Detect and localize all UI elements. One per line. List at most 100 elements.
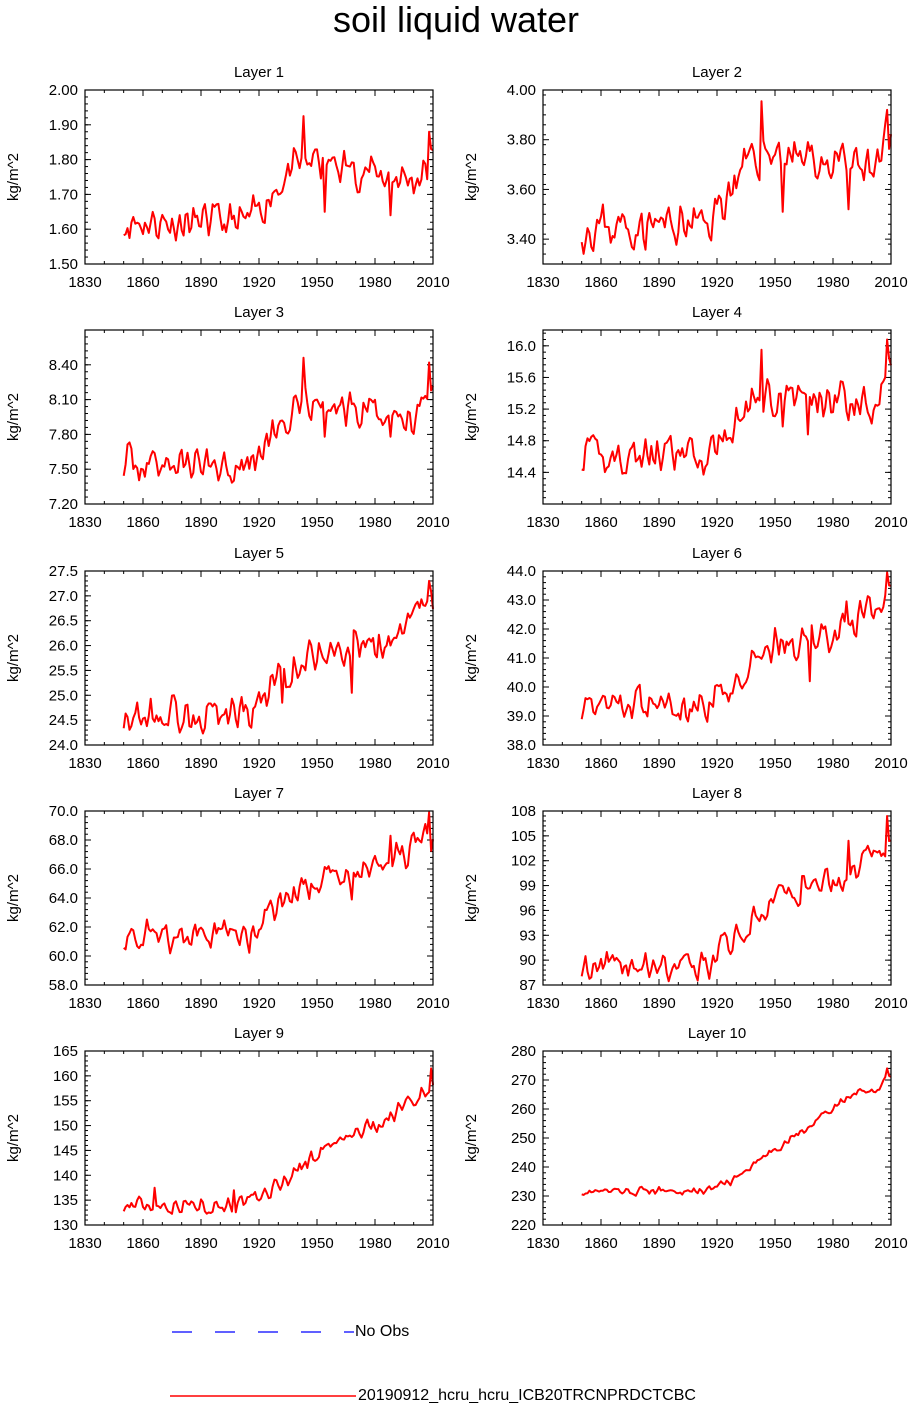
x-tick-label: 1980 bbox=[816, 514, 849, 531]
y-tick-label: 15.2 bbox=[507, 401, 536, 418]
y-tick-label: 93 bbox=[519, 927, 536, 944]
x-tick-label: 1920 bbox=[242, 274, 275, 291]
plot-frame bbox=[84, 1050, 434, 1226]
y-tick-label: 87 bbox=[519, 977, 536, 994]
y-tick-label: 270 bbox=[511, 1072, 536, 1089]
y-axis-label: kg/m^2 bbox=[463, 874, 480, 922]
x-tick-label: 1860 bbox=[584, 514, 617, 531]
panel-title: Layer 8 bbox=[692, 785, 742, 802]
series-line bbox=[122, 356, 434, 484]
y-tick-label: 7.50 bbox=[49, 461, 78, 478]
y-tick-label: 3.80 bbox=[507, 132, 536, 149]
panel-layer-2: Layer 2 kg/m^2 1830 1860 1890 1920 1950 1980 201… bbox=[463, 64, 908, 291]
y-tick-label: 43.0 bbox=[507, 592, 536, 609]
y-axis-label: kg/m^2 bbox=[463, 393, 480, 441]
y-tick-label: 130 bbox=[53, 1217, 78, 1234]
panel-title: Layer 10 bbox=[688, 1025, 746, 1042]
x-tick-label: 1890 bbox=[184, 514, 217, 531]
x-tick-label: 1890 bbox=[642, 514, 675, 531]
x-tick-label: 2010 bbox=[874, 755, 907, 772]
y-tick-label: 39.0 bbox=[507, 708, 536, 725]
legend-model-line bbox=[170, 1395, 356, 1397]
y-tick-label: 96 bbox=[519, 902, 536, 919]
y-axis-label: kg/m^2 bbox=[463, 1114, 480, 1162]
x-tick-label: 1950 bbox=[758, 755, 791, 772]
y-tick-label: 1.50 bbox=[49, 256, 78, 273]
series-line bbox=[123, 115, 434, 242]
x-tick-label: 1830 bbox=[526, 755, 559, 772]
series-line bbox=[122, 1067, 434, 1215]
x-tick-label: 1860 bbox=[584, 1235, 617, 1252]
y-tick-label: 62.0 bbox=[49, 919, 78, 936]
series-line bbox=[580, 100, 892, 255]
x-tick-label: 2010 bbox=[874, 995, 907, 1012]
x-tick-label: 1920 bbox=[242, 755, 275, 772]
y-tick-label: 25.5 bbox=[49, 662, 78, 679]
x-tick-label: 1830 bbox=[526, 514, 559, 531]
panel-title: Layer 1 bbox=[234, 64, 284, 81]
y-tick-label: 140 bbox=[53, 1167, 78, 1184]
plot-frame bbox=[542, 1050, 892, 1226]
x-tick-label: 1920 bbox=[242, 1235, 275, 1252]
panel-layer-4: Layer 4 kg/m^2 1830 1860 1890 1920 1950 1980 201… bbox=[463, 304, 908, 531]
panel-layer-6: Layer 6 kg/m^2 1830 1860 1890 1920 1950 1980 201… bbox=[463, 545, 908, 772]
y-tick-label: 27.0 bbox=[49, 588, 78, 605]
y-tick-label: 260 bbox=[511, 1101, 536, 1118]
x-tick-label: 2010 bbox=[874, 1235, 907, 1252]
plot-frame bbox=[84, 89, 434, 265]
y-tick-label: 27.5 bbox=[49, 563, 78, 580]
plot-frame bbox=[84, 810, 434, 986]
series-line bbox=[122, 579, 434, 735]
x-tick-label: 1980 bbox=[358, 514, 391, 531]
x-tick-label: 1920 bbox=[700, 274, 733, 291]
y-tick-label: 230 bbox=[511, 1188, 536, 1205]
panel-title: Layer 9 bbox=[234, 1025, 284, 1042]
plot-frame bbox=[542, 89, 892, 265]
figure-title: soil liquid water bbox=[332, 0, 580, 40]
panel-layer-10: Layer 10 kg/m^2 1830 1860 1890 1920 1950 1980 20… bbox=[463, 1025, 908, 1252]
y-axis-label: kg/m^2 bbox=[463, 153, 480, 201]
x-tick-label: 2010 bbox=[416, 995, 449, 1012]
x-tick-label: 1920 bbox=[242, 995, 275, 1012]
plot-frame bbox=[542, 810, 892, 986]
x-tick-label: 1920 bbox=[700, 514, 733, 531]
x-tick-label: 1860 bbox=[126, 1235, 159, 1252]
y-tick-label: 90 bbox=[519, 952, 536, 969]
panel-layer-8: Layer 8 kg/m^2 1830 1860 1890 1920 1950 1980 201… bbox=[463, 785, 908, 1012]
y-tick-label: 250 bbox=[511, 1130, 536, 1147]
y-tick-label: 155 bbox=[53, 1093, 78, 1110]
x-tick-label: 1980 bbox=[358, 274, 391, 291]
x-tick-label: 1950 bbox=[300, 1235, 333, 1252]
plot-frame bbox=[84, 570, 434, 746]
panel-title: Layer 4 bbox=[692, 304, 742, 321]
x-tick-label: 1830 bbox=[68, 995, 101, 1012]
x-tick-label: 1890 bbox=[642, 995, 675, 1012]
y-tick-label: 26.0 bbox=[49, 638, 78, 655]
y-tick-label: 145 bbox=[53, 1142, 78, 1159]
y-tick-label: 280 bbox=[511, 1043, 536, 1060]
x-tick-label: 1950 bbox=[758, 514, 791, 531]
x-tick-label: 1830 bbox=[68, 514, 101, 531]
x-tick-label: 1860 bbox=[126, 274, 159, 291]
panel-title: Layer 6 bbox=[692, 545, 742, 562]
panel-title: Layer 2 bbox=[692, 64, 742, 81]
x-tick-label: 1920 bbox=[700, 1235, 733, 1252]
y-tick-label: 1.60 bbox=[49, 221, 78, 238]
y-tick-label: 40.0 bbox=[507, 679, 536, 696]
y-tick-label: 64.0 bbox=[49, 890, 78, 907]
panel-layer-3: Layer 3 kg/m^2 1830 1860 1890 1920 1950 1980 201… bbox=[5, 304, 450, 531]
x-tick-label: 1830 bbox=[68, 1235, 101, 1252]
x-tick-label: 1950 bbox=[758, 274, 791, 291]
y-tick-label: 1.90 bbox=[49, 117, 78, 134]
legend-obs-label: No Obs bbox=[355, 1323, 410, 1340]
x-tick-label: 2010 bbox=[416, 1235, 449, 1252]
y-tick-label: 108 bbox=[511, 803, 536, 820]
series-line bbox=[580, 571, 892, 723]
x-tick-label: 1830 bbox=[526, 274, 559, 291]
x-tick-label: 1980 bbox=[358, 755, 391, 772]
y-tick-label: 44.0 bbox=[507, 563, 536, 580]
y-tick-label: 135 bbox=[53, 1192, 78, 1209]
series-line bbox=[123, 811, 434, 955]
plot-frame bbox=[542, 329, 892, 505]
